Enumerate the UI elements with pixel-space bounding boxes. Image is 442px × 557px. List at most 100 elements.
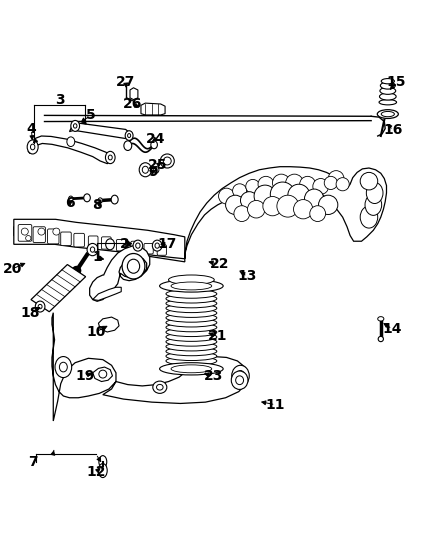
Ellipse shape	[69, 196, 73, 201]
Ellipse shape	[366, 183, 383, 203]
Ellipse shape	[127, 259, 140, 273]
Circle shape	[310, 206, 326, 222]
Circle shape	[263, 197, 282, 216]
Circle shape	[319, 195, 338, 214]
Polygon shape	[28, 136, 111, 164]
FancyBboxPatch shape	[116, 240, 126, 251]
Polygon shape	[31, 265, 86, 312]
Ellipse shape	[381, 79, 394, 84]
Ellipse shape	[160, 363, 223, 375]
Circle shape	[26, 236, 31, 241]
Ellipse shape	[166, 294, 217, 303]
Ellipse shape	[164, 157, 171, 165]
Ellipse shape	[168, 275, 214, 285]
Ellipse shape	[106, 239, 114, 250]
Ellipse shape	[139, 163, 152, 177]
Ellipse shape	[30, 144, 35, 150]
Ellipse shape	[67, 137, 75, 146]
Circle shape	[336, 178, 349, 191]
FancyBboxPatch shape	[74, 233, 84, 247]
Text: 23: 23	[204, 369, 223, 383]
Circle shape	[305, 189, 324, 208]
Ellipse shape	[156, 384, 163, 390]
Circle shape	[328, 170, 344, 187]
Ellipse shape	[166, 333, 217, 341]
Text: 13: 13	[238, 269, 257, 284]
Ellipse shape	[166, 356, 217, 365]
Circle shape	[258, 177, 274, 192]
Ellipse shape	[166, 314, 217, 322]
Polygon shape	[130, 88, 138, 100]
Circle shape	[225, 195, 245, 214]
Polygon shape	[99, 317, 119, 332]
Ellipse shape	[71, 120, 80, 131]
Circle shape	[218, 188, 234, 204]
Text: 17: 17	[158, 237, 177, 251]
Polygon shape	[141, 103, 165, 115]
Ellipse shape	[55, 356, 72, 378]
FancyBboxPatch shape	[102, 237, 111, 249]
Ellipse shape	[125, 131, 133, 140]
Ellipse shape	[378, 316, 384, 321]
Circle shape	[324, 177, 337, 189]
Ellipse shape	[166, 328, 217, 336]
Polygon shape	[185, 167, 386, 259]
Ellipse shape	[166, 304, 217, 312]
Ellipse shape	[377, 110, 398, 119]
Circle shape	[254, 185, 276, 207]
Ellipse shape	[166, 352, 217, 360]
Ellipse shape	[379, 100, 396, 105]
Ellipse shape	[106, 152, 115, 164]
Circle shape	[273, 174, 290, 192]
Ellipse shape	[231, 371, 248, 389]
Text: 16: 16	[383, 123, 403, 138]
Text: 21: 21	[208, 329, 228, 343]
Ellipse shape	[84, 194, 90, 202]
Text: 8: 8	[92, 198, 102, 212]
Circle shape	[271, 182, 295, 207]
Circle shape	[232, 184, 247, 198]
Ellipse shape	[236, 370, 245, 381]
Ellipse shape	[154, 167, 159, 173]
Ellipse shape	[166, 338, 217, 346]
Ellipse shape	[99, 456, 107, 468]
Polygon shape	[14, 227, 185, 262]
Ellipse shape	[35, 301, 45, 312]
Polygon shape	[93, 287, 121, 300]
FancyBboxPatch shape	[18, 224, 32, 241]
Ellipse shape	[160, 154, 174, 168]
Ellipse shape	[378, 336, 383, 341]
Ellipse shape	[166, 290, 217, 298]
Ellipse shape	[128, 134, 131, 138]
Polygon shape	[52, 312, 248, 421]
Circle shape	[286, 174, 303, 192]
Ellipse shape	[98, 198, 103, 203]
Text: 11: 11	[266, 398, 286, 412]
Text: 22: 22	[210, 257, 229, 271]
Ellipse shape	[87, 243, 98, 256]
Text: 27: 27	[116, 75, 135, 89]
Ellipse shape	[111, 195, 118, 204]
Ellipse shape	[166, 342, 217, 351]
Text: 18: 18	[20, 306, 40, 320]
Text: 14: 14	[382, 322, 402, 336]
Text: 2: 2	[120, 237, 130, 251]
Text: 10: 10	[86, 325, 106, 339]
Circle shape	[38, 228, 45, 235]
Text: 15: 15	[387, 75, 406, 89]
Ellipse shape	[171, 282, 212, 290]
Text: 5: 5	[86, 109, 95, 123]
Text: 1: 1	[92, 251, 102, 265]
FancyBboxPatch shape	[48, 229, 59, 244]
FancyBboxPatch shape	[144, 243, 153, 254]
Text: 4: 4	[27, 123, 36, 136]
Polygon shape	[69, 123, 132, 139]
Text: 26: 26	[122, 97, 142, 111]
Text: 6: 6	[65, 196, 74, 210]
FancyBboxPatch shape	[88, 236, 98, 248]
Circle shape	[246, 179, 260, 193]
Ellipse shape	[142, 166, 149, 173]
Circle shape	[248, 201, 265, 218]
Circle shape	[277, 195, 299, 217]
Circle shape	[21, 228, 28, 235]
